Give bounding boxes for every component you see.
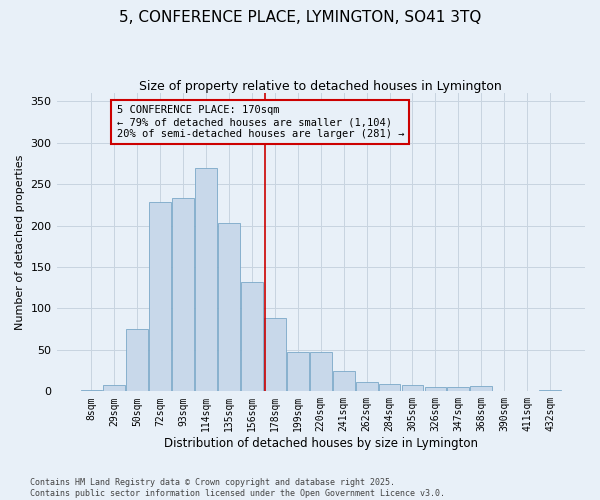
Bar	[103, 384, 125, 392]
Bar	[401, 384, 424, 392]
Bar	[310, 352, 332, 392]
Bar	[172, 198, 194, 392]
Bar	[425, 387, 446, 392]
Bar	[218, 223, 240, 392]
Bar	[287, 352, 309, 392]
Title: Size of property relative to detached houses in Lymington: Size of property relative to detached ho…	[139, 80, 502, 93]
Bar	[539, 390, 561, 392]
Bar	[470, 386, 492, 392]
Bar	[195, 168, 217, 392]
Bar	[448, 387, 469, 392]
Bar	[379, 384, 400, 392]
Bar	[333, 372, 355, 392]
Bar	[80, 390, 103, 392]
Text: 5 CONFERENCE PLACE: 170sqm
← 79% of detached houses are smaller (1,104)
20% of s: 5 CONFERENCE PLACE: 170sqm ← 79% of deta…	[116, 106, 404, 138]
Bar	[241, 282, 263, 392]
Text: 5, CONFERENCE PLACE, LYMINGTON, SO41 3TQ: 5, CONFERENCE PLACE, LYMINGTON, SO41 3TQ	[119, 10, 481, 25]
Bar	[264, 318, 286, 392]
Text: Contains HM Land Registry data © Crown copyright and database right 2025.
Contai: Contains HM Land Registry data © Crown c…	[30, 478, 445, 498]
Y-axis label: Number of detached properties: Number of detached properties	[15, 154, 25, 330]
Bar	[356, 382, 377, 392]
Bar	[127, 329, 148, 392]
Bar	[149, 202, 171, 392]
X-axis label: Distribution of detached houses by size in Lymington: Distribution of detached houses by size …	[164, 437, 478, 450]
